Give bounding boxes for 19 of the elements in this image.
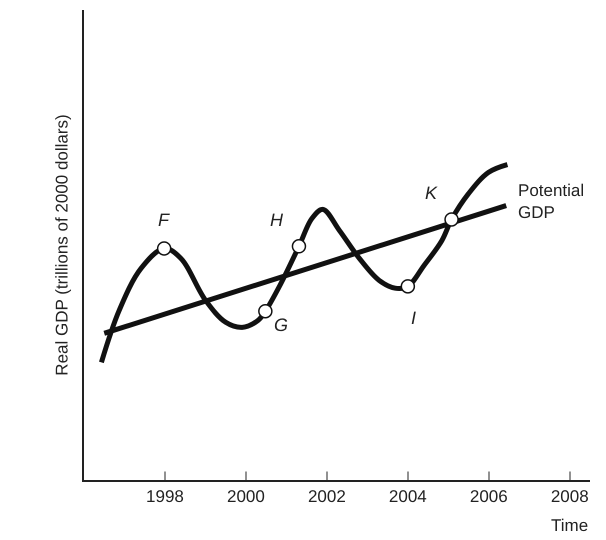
x-tick-label: 2004 (388, 487, 427, 506)
annotation: K (425, 183, 438, 203)
point (258, 304, 273, 318)
annotation: F (158, 210, 170, 230)
x-tick-label: 1998 (146, 487, 184, 506)
annotation: G (274, 315, 288, 335)
x-tick-label: 2002 (308, 487, 346, 506)
x-tick-label: 2006 (470, 487, 508, 506)
series-label: Potential GDP (518, 181, 584, 222)
point (292, 239, 306, 254)
annotation: I (411, 308, 416, 328)
x-tick-label: 2008 (550, 487, 589, 506)
x-axis-title: Time (551, 516, 588, 535)
point (444, 212, 459, 227)
x-tick-label: 2000 (227, 487, 265, 506)
y-axis-title: Real GDP (trillions of 2000 dollars) (52, 114, 72, 376)
annotation: H (270, 210, 284, 230)
point (156, 241, 172, 256)
point (400, 279, 416, 294)
